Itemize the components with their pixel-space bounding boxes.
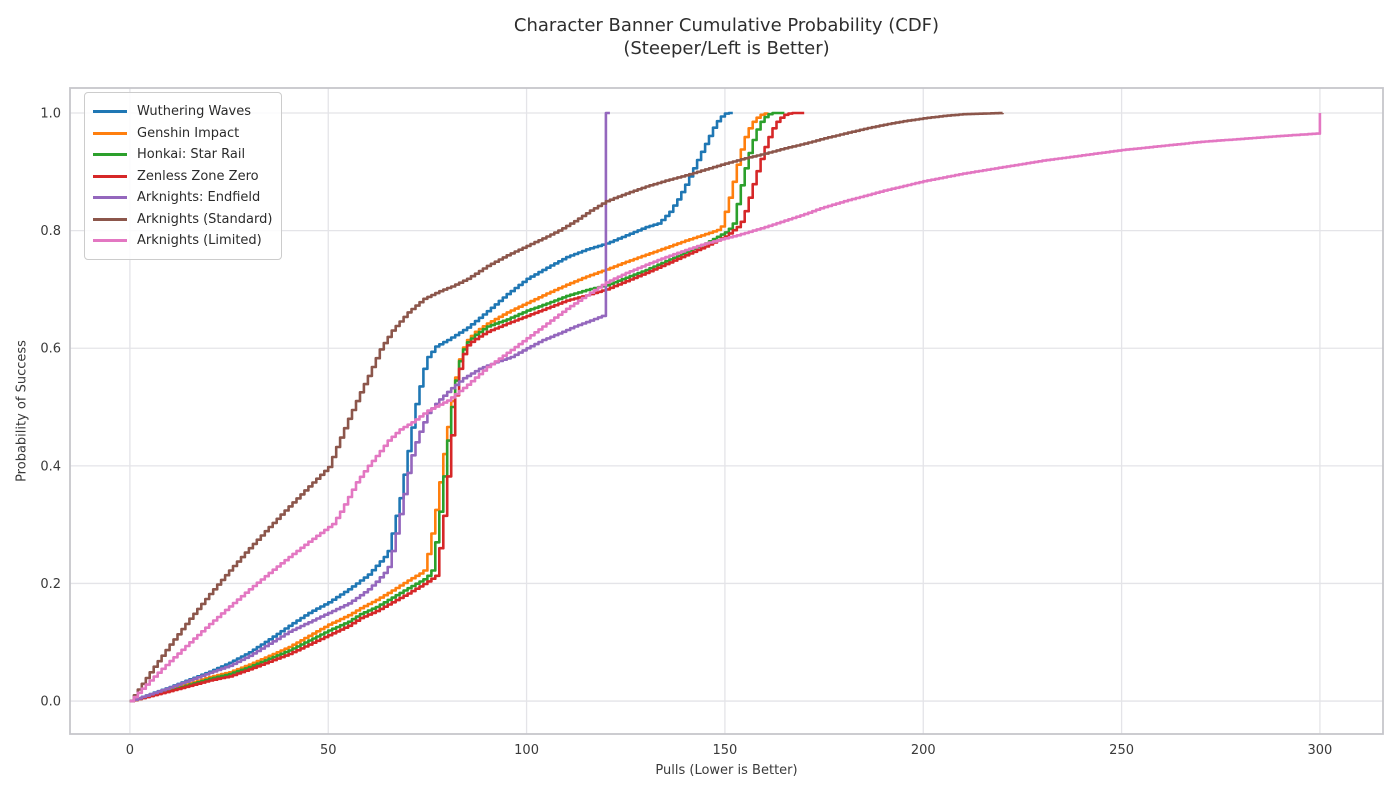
y-tick-label: 0.8 <box>40 224 61 239</box>
legend-swatch-wuthering-waves <box>93 110 127 114</box>
legend-swatch-arknights-endfield <box>93 196 127 200</box>
x-axis-label: Pulls (Lower is Better) <box>655 763 798 778</box>
x-tick-label: 50 <box>320 743 337 758</box>
series-line-arknights-standard <box>129 111 1004 703</box>
x-tick-label: 200 <box>911 743 936 758</box>
chart-title: Character Banner Cumulative Probability … <box>513 15 940 36</box>
legend-swatch-genshin-impact <box>93 131 127 135</box>
legend-label-arknights-limited: Arknights (Limited) <box>137 233 262 249</box>
series-line-arknights-limited <box>129 113 1322 703</box>
x-tick-label: 100 <box>514 743 539 758</box>
legend-label-honkai-star-rail: Honkai: Star Rail <box>137 147 246 163</box>
y-tick-label: 0.6 <box>40 342 61 357</box>
legend-label-genshin-impact: Genshin Impact <box>137 125 240 141</box>
legend-item-honkai-star-rail: Honkai: Star Rail <box>93 144 271 166</box>
legend-swatch-arknights-limited <box>93 239 127 243</box>
y-tick-label: 1.0 <box>40 106 61 121</box>
x-tick-label: 150 <box>712 743 737 758</box>
legend-label-zenless-zone-zero: Zenless Zone Zero <box>137 168 259 184</box>
y-axis-label: Probability of Success <box>14 340 30 482</box>
legend-item-arknights-endfield: Arknights: Endfield <box>93 187 271 209</box>
x-tick-label: 300 <box>1308 743 1333 758</box>
axes-spines <box>69 87 1384 735</box>
chart-title-block: Character Banner Cumulative Probability … <box>70 14 1383 60</box>
legend-item-arknights-standard: Arknights (Standard) <box>93 209 273 231</box>
chart-subtitle: (Steeper/Left is Better) <box>623 38 830 59</box>
legend-item-genshin-impact: Genshin Impact <box>93 123 271 145</box>
series-line-wuthering-waves <box>129 111 733 703</box>
x-tick-label: 250 <box>1109 743 1134 758</box>
y-tick-label: 0.2 <box>40 577 61 592</box>
legend-item-arknights-limited: Arknights (Limited) <box>93 230 271 252</box>
legend-label-arknights-endfield: Arknights: Endfield <box>137 190 261 206</box>
y-tick-label: 0.0 <box>40 695 61 710</box>
x-gridlines <box>129 88 1321 734</box>
legend-swatch-zenless-zone-zero <box>93 174 127 178</box>
legend-label-arknights-standard: Arknights (Standard) <box>137 211 273 227</box>
legend-item-wuthering-waves: Wuthering Waves <box>93 101 271 123</box>
y-tick-label: 0.4 <box>40 459 61 474</box>
x-tick-labels: 0 50 100 150 200 250 300 <box>126 743 1333 758</box>
legend: Wuthering Waves Genshin Impact Honkai: Sta… <box>84 92 282 260</box>
series-line-zenless-zone-zero <box>129 111 805 703</box>
y-tick-labels: 0.0 0.2 0.4 0.6 0.8 1.0 <box>40 106 61 709</box>
legend-swatch-arknights-standard <box>93 217 127 221</box>
x-tick-label: 0 <box>126 743 134 758</box>
legend-swatch-honkai-star-rail <box>93 153 127 157</box>
legend-item-zenless-zone-zero: Zenless Zone Zero <box>93 166 271 188</box>
legend-label-wuthering-waves: Wuthering Waves <box>137 104 251 120</box>
series-lines <box>129 111 1322 703</box>
series-line-arknights-endfield <box>129 111 610 703</box>
